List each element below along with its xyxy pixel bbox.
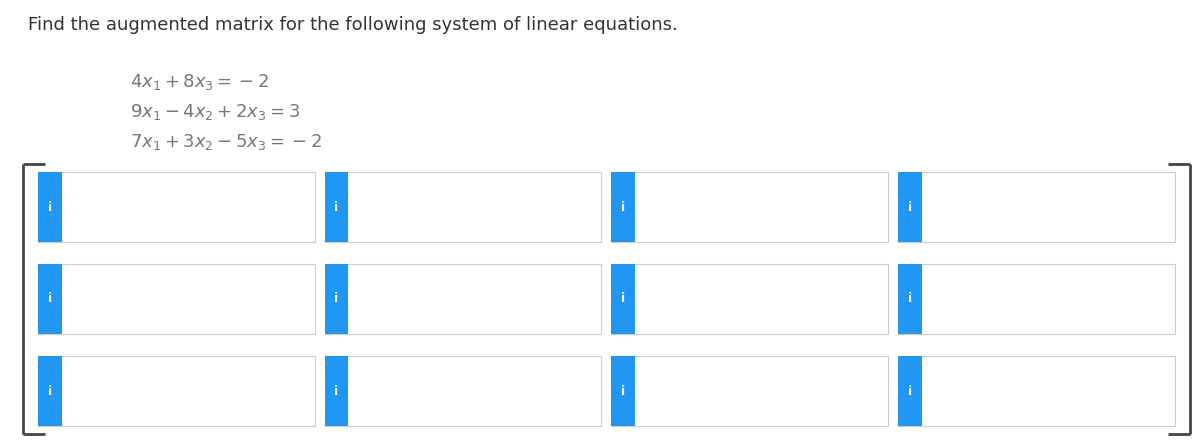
Bar [899, 356, 922, 426]
Bar [38, 172, 61, 242]
Bar [899, 264, 1175, 334]
Bar [612, 356, 635, 426]
Bar [612, 172, 635, 242]
Text: i: i [908, 385, 912, 397]
Text: i: i [622, 293, 625, 305]
Text: i: i [335, 293, 338, 305]
Bar [899, 172, 1175, 242]
Bar [612, 172, 888, 242]
Bar [899, 172, 922, 242]
Text: i: i [335, 201, 338, 214]
Text: $9x_1 - 4x_2 + 2x_3 = 3$: $9x_1 - 4x_2 + 2x_3 = 3$ [130, 102, 300, 122]
Text: Find the augmented matrix for the following system of linear equations.: Find the augmented matrix for the follow… [28, 16, 678, 34]
Bar [325, 356, 348, 426]
Text: i: i [908, 201, 912, 214]
Text: i: i [622, 201, 625, 214]
Bar [38, 356, 314, 426]
Text: $7x_1 + 3x_2 - 5x_3 = -2$: $7x_1 + 3x_2 - 5x_3 = -2$ [130, 132, 322, 152]
Bar [38, 264, 314, 334]
Bar [325, 356, 601, 426]
Bar [38, 356, 61, 426]
Text: i: i [48, 201, 52, 214]
Bar [325, 264, 601, 334]
Text: $4x_1 + 8x_3 = -2$: $4x_1 + 8x_3 = -2$ [130, 72, 269, 92]
Bar [325, 172, 601, 242]
Bar [325, 264, 348, 334]
Text: i: i [48, 385, 52, 397]
Text: i: i [48, 293, 52, 305]
Bar [38, 172, 314, 242]
Text: i: i [622, 385, 625, 397]
Bar [612, 264, 888, 334]
Bar [899, 356, 1175, 426]
Bar [612, 264, 635, 334]
Bar [38, 264, 61, 334]
Text: i: i [908, 293, 912, 305]
Bar [899, 264, 922, 334]
Bar [325, 172, 348, 242]
Text: i: i [335, 385, 338, 397]
Bar [612, 356, 888, 426]
